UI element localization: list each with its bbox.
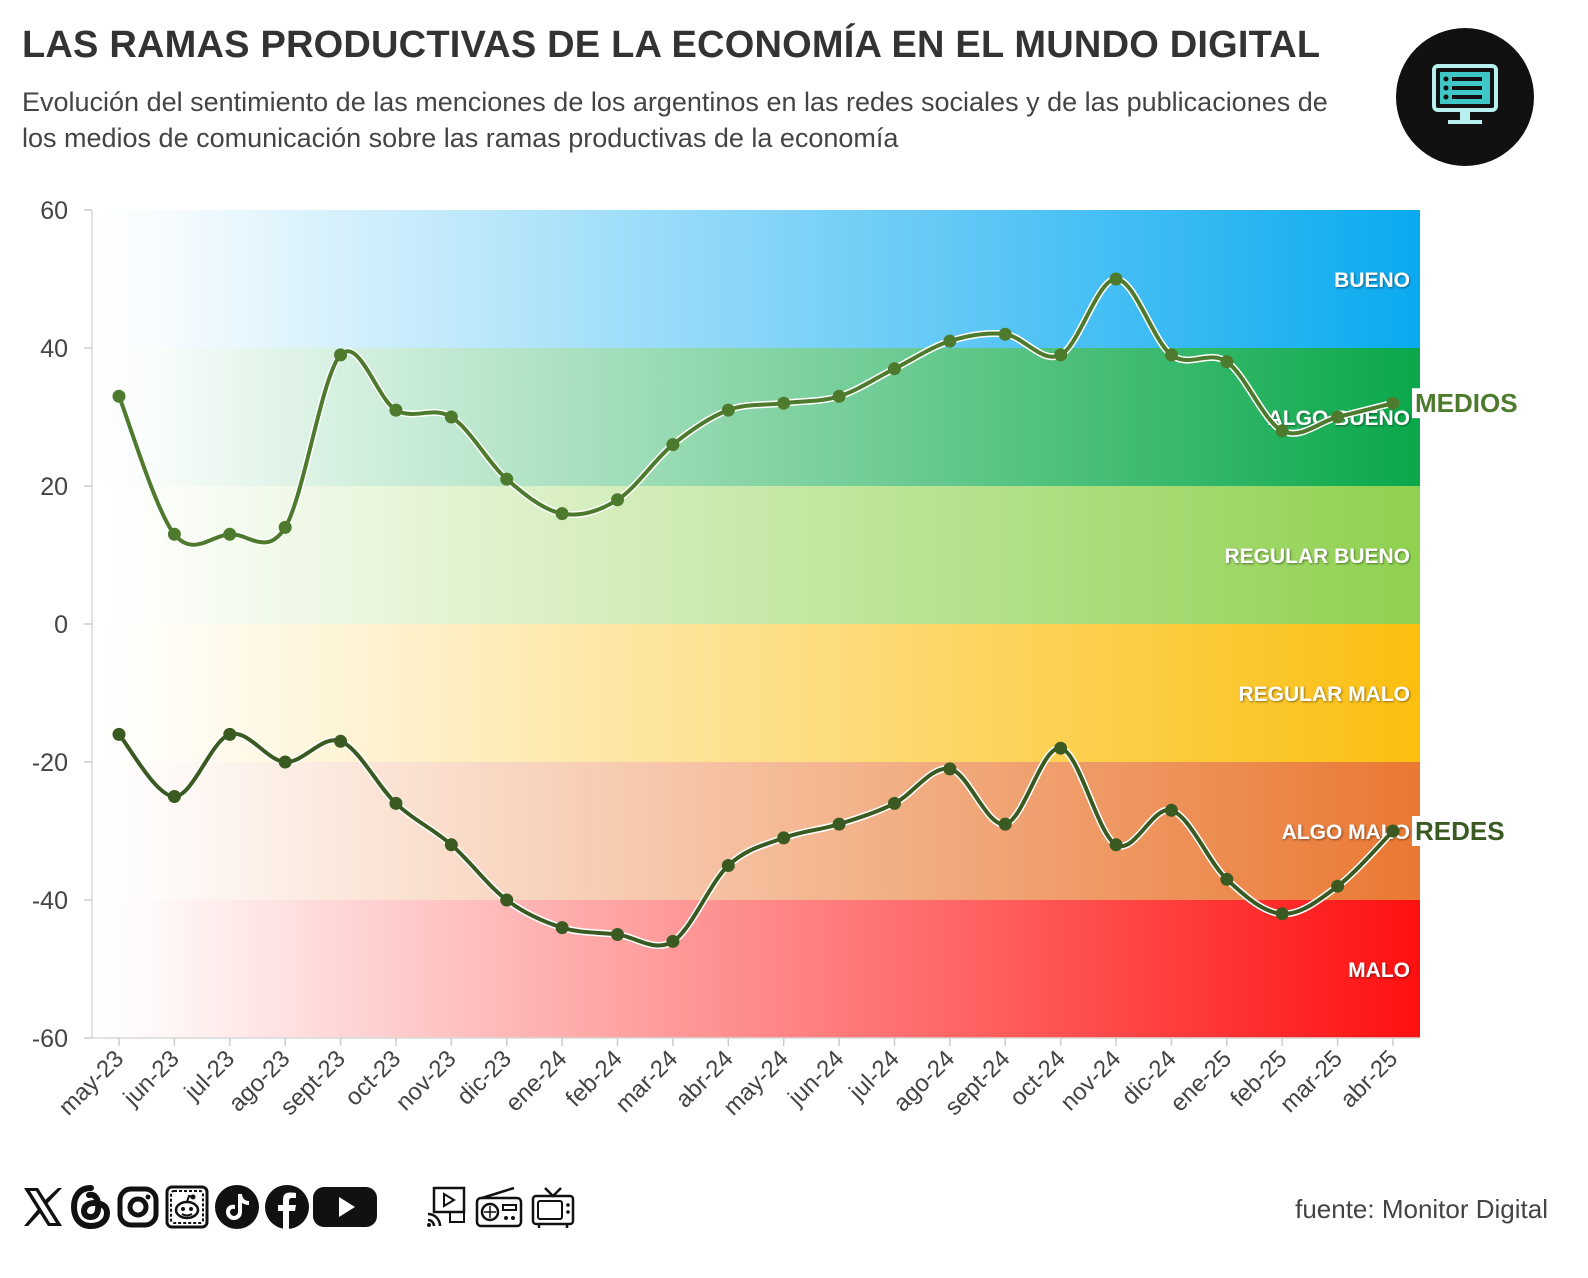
- series-0-point-13: [832, 389, 846, 403]
- y-tick-label-4: -20: [32, 749, 68, 777]
- x-tick-label-0: may-23: [54, 1045, 130, 1121]
- series-label-redes: REDES: [1415, 816, 1505, 846]
- series-1-point-0: [112, 727, 126, 741]
- x-tick-label-23: abr-25: [1335, 1045, 1403, 1113]
- x-tick-label-10: mar-24: [610, 1045, 683, 1118]
- series-1-point-21: [1275, 907, 1289, 921]
- series-1-point-7: [500, 893, 514, 907]
- series-0-point-11: [721, 403, 735, 417]
- series-1-point-20: [1220, 872, 1234, 886]
- x-tick-label-1: jun-23: [118, 1045, 185, 1112]
- series-1-point-18: [1109, 838, 1123, 852]
- x-tick-label-20: ene-25: [1165, 1045, 1237, 1117]
- y-tick-label-5: -40: [32, 887, 68, 915]
- series-0-point-22: [1331, 410, 1345, 424]
- series-1-point-11: [721, 859, 735, 872]
- series-1-point-9: [611, 928, 625, 941]
- monitor-dashboard-icon: [1396, 28, 1534, 166]
- x-tick-label-18: nov-24: [1055, 1045, 1126, 1116]
- series-1-point-15: [943, 762, 957, 776]
- series-1-point-13: [832, 817, 846, 831]
- radio-icon: [475, 1186, 523, 1228]
- series-0-point-23: [1386, 396, 1400, 410]
- series-0-point-1: [167, 527, 181, 541]
- series-0-point-3: [278, 520, 292, 534]
- band-label-0: BUENO: [1334, 269, 1410, 292]
- series-0-point-14: [887, 362, 901, 376]
- series-1-point-2: [223, 727, 237, 741]
- instagram-icon[interactable]: [116, 1184, 160, 1230]
- series-1-point-12: [777, 831, 791, 845]
- source-label: fuente: Monitor Digital: [1295, 1194, 1548, 1224]
- series-1-point-17: [1054, 741, 1068, 755]
- series-0-point-19: [1164, 348, 1178, 362]
- digital-media-icon: [427, 1186, 466, 1227]
- series-1-point-16: [998, 817, 1012, 831]
- x-icon[interactable]: [20, 1184, 66, 1230]
- series-1-point-14: [887, 796, 901, 810]
- x-tick-label-22: mar-25: [1275, 1045, 1348, 1118]
- y-tick-label-6: -60: [32, 1025, 68, 1053]
- series-0-point-7: [500, 472, 514, 486]
- x-tick-label-6: nov-23: [391, 1045, 462, 1116]
- series-1-point-1: [167, 790, 181, 803]
- series-1-point-8: [555, 921, 569, 935]
- x-tick-label-13: jun-24: [782, 1045, 849, 1112]
- threads-icon[interactable]: [70, 1184, 112, 1230]
- tv-icon: [531, 1187, 575, 1228]
- tiktok-icon[interactable]: [214, 1184, 260, 1230]
- series-1-point-23: [1386, 824, 1400, 838]
- series-0-point-9: [611, 493, 625, 507]
- chart-title: LAS RAMAS PRODUCTIVAS DE LA ECONOMÍA EN …: [22, 24, 1321, 66]
- series: [112, 272, 1400, 949]
- series-0-point-0: [112, 389, 126, 403]
- series-labels: MEDIOS REDES: [1412, 388, 1521, 846]
- band-label-2: REGULAR BUENO: [1224, 545, 1410, 568]
- series-1-point-5: [389, 796, 403, 810]
- y-tick-label-2: 20: [40, 473, 68, 501]
- series-0-point-17: [1054, 348, 1068, 362]
- series-label-medios: MEDIOS: [1415, 388, 1518, 418]
- series-0-point-6: [444, 410, 458, 424]
- series-0-point-18: [1109, 272, 1123, 286]
- series-1-point-3: [278, 755, 292, 769]
- band-label-5: MALO: [1348, 959, 1410, 982]
- series-medios: [112, 272, 1400, 549]
- series-0-point-10: [666, 438, 680, 452]
- series-0-point-16: [998, 327, 1012, 341]
- x-tick-label-8: ene-24: [500, 1045, 572, 1117]
- reddit-icon[interactable]: [164, 1184, 210, 1230]
- series-0-point-4: [334, 348, 348, 362]
- series-1-point-6: [444, 838, 458, 852]
- series-0-point-20: [1220, 355, 1234, 369]
- chart-subtitle: Evolución del sentimiento de las mencion…: [22, 87, 1328, 153]
- series-0-point-5: [389, 403, 403, 417]
- series-1-point-22: [1331, 879, 1345, 893]
- series-0-point-12: [777, 396, 791, 410]
- y-tick-label-1: 40: [40, 335, 68, 363]
- facebook-icon[interactable]: [264, 1184, 310, 1230]
- series-label-bg-0: [1412, 388, 1521, 419]
- series-0-point-2: [223, 527, 237, 541]
- band-label-3: REGULAR MALO: [1239, 683, 1411, 706]
- series-1-point-10: [666, 934, 680, 948]
- series-redes: [112, 727, 1400, 949]
- series-1-point-4: [334, 734, 348, 748]
- y-tick-label-3: 0: [54, 611, 68, 639]
- series-0-point-21: [1275, 424, 1289, 438]
- youtube-icon[interactable]: [312, 1184, 378, 1230]
- series-label-bg-1: [1412, 816, 1508, 846]
- y-tick-label-0: 60: [40, 197, 68, 225]
- series-0-point-15: [943, 334, 957, 348]
- band-label-4: ALGO MALO: [1282, 821, 1410, 844]
- series-0-point-8: [555, 507, 569, 521]
- series-1-point-19: [1164, 803, 1178, 817]
